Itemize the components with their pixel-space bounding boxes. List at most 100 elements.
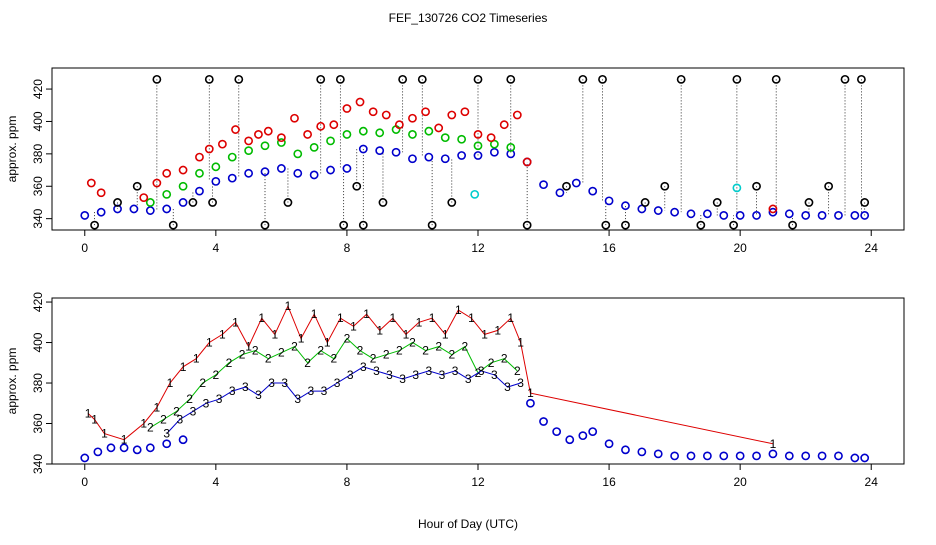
data-point-red [139,193,149,202]
series-line-2 [150,337,518,429]
data-point-blue [768,449,778,459]
data-point-black [339,220,349,230]
data-point-black [234,74,244,84]
data-point-red [447,110,457,120]
data-point-black [824,181,834,191]
data-point-2: 2 [173,404,180,418]
y-tick-label: 360 [31,176,45,196]
data-point-blue [604,196,614,206]
data-point-green [326,136,335,146]
data-point-green [145,198,155,207]
data-point-3: 3 [517,376,524,390]
data-point-blue [571,178,581,188]
data-point-black [283,198,293,207]
data-point-black [621,220,630,230]
data-point-black [522,220,532,230]
x-tick-label: 8 [344,241,351,255]
data-point-blue [408,154,417,164]
data-point-3: 3 [229,384,236,398]
data-point-green [358,126,368,136]
data-point-2: 2 [304,356,311,370]
data-point-3: 3 [347,368,354,382]
data-point-blue [489,147,499,157]
x-tick-label: 12 [471,241,485,255]
data-point-green [309,142,319,152]
x-tick-label: 24 [865,475,879,489]
data-point-blue [834,211,843,220]
data-point-1: 1 [442,327,449,341]
data-point-1: 1 [91,412,98,426]
data-point-red [460,107,470,117]
data-point-3: 3 [491,368,498,382]
data-point-red [522,157,532,167]
panel-top: 0 4 8 12 16 20 24 340 360 380 400 420 approx. ppm [5,67,905,255]
data-point-1: 1 [85,406,92,420]
data-point-3: 3 [334,376,341,390]
data-point-black [676,74,686,84]
data-point-1: 1 [363,307,370,321]
data-point-cyan [470,189,480,199]
x-tick-label: 16 [602,475,616,489]
data-point-green [375,128,385,138]
data-point-2: 2 [344,331,351,345]
data-point-1: 1 [258,311,265,325]
data-point-1: 1 [389,311,396,325]
data-point-red [217,139,227,149]
data-point-green [276,138,286,147]
data-point-green [162,189,172,199]
data-point-red [96,188,106,198]
data-point-black [398,74,408,84]
data-point-blue [119,443,129,453]
data-point-red [512,110,522,120]
data-point-3: 3 [399,372,406,386]
data-point-black [562,181,571,191]
x-tick-label: 16 [602,241,616,255]
data-point-black [260,220,270,230]
data-point-2: 2 [370,352,377,366]
data-point-3: 3 [412,368,419,382]
data-point-black [712,198,722,207]
data-point-red [178,165,188,175]
data-point-red [434,123,444,133]
data-point-1: 1 [140,417,147,431]
data-point-red [768,204,778,214]
data-point-1: 1 [167,376,174,390]
data-point-blue [735,451,745,461]
y-tick-label: 340 [31,208,45,228]
data-point-blue [93,447,103,457]
data-point-2: 2 [409,336,416,350]
data-point-2: 2 [226,356,233,370]
data-point-red [486,133,496,143]
data-point-3: 3 [426,364,433,378]
data-point-2: 2 [383,348,390,362]
data-point-red [276,133,286,143]
data-point-blue [129,204,139,214]
data-point-blue [375,146,385,156]
data-point-1: 1 [337,311,344,325]
data-point-black [378,198,388,207]
chart-title: FEF_130726 CO2 Timeseries [389,11,548,25]
data-point-black [358,220,368,230]
data-point-red [421,107,430,117]
data-point-green [244,146,254,156]
data-point-blue [145,206,155,215]
data-point-3: 3 [216,392,223,406]
y-tick-label: 420 [31,292,45,312]
data-point-green [506,142,516,152]
data-point-1: 1 [403,327,410,341]
data-point-3: 3 [308,384,315,398]
data-point-black [352,181,362,191]
data-point-red [162,168,172,178]
data-point-blue [145,443,155,453]
data-point-green [293,149,303,159]
data-point-green [195,168,204,178]
data-point-green [260,141,270,151]
data-point-green [440,133,450,143]
data-point-black [578,74,588,84]
data-point-1: 1 [350,319,357,333]
data-point-red [263,126,273,136]
data-point-blue [621,201,630,211]
data-point-blue [424,152,434,162]
data-point-green [342,130,352,139]
data-point-1: 1 [311,307,318,321]
